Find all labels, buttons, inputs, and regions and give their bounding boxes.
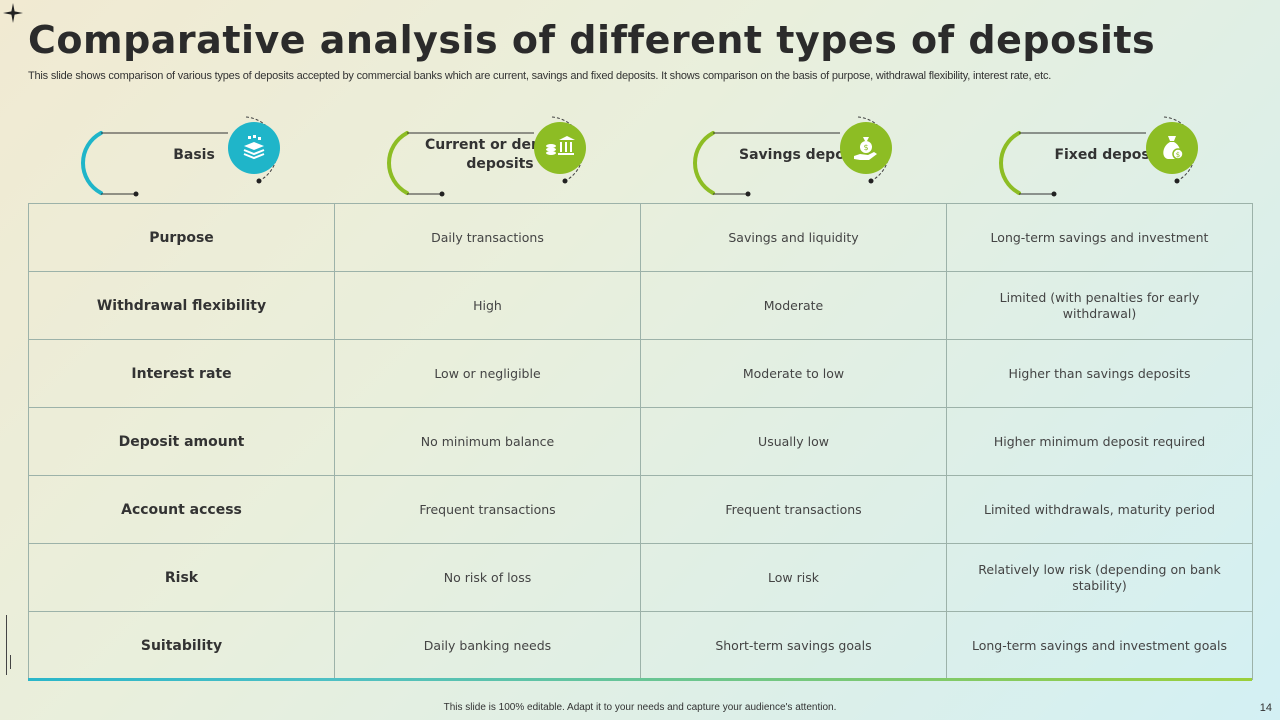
bank-coins-icon [534, 122, 586, 174]
table-cell: Long-term savings and investment [946, 203, 1253, 272]
svg-text:$: $ [863, 143, 868, 152]
money-bag-icon: $ [1146, 122, 1198, 174]
header-label: Fixed deposits [1054, 146, 1170, 163]
table-cell: High [334, 271, 641, 340]
table-cell: No minimum balance [334, 407, 641, 476]
row-header: Deposit amount [28, 407, 335, 476]
hand-money-bag-icon: $ [840, 122, 892, 174]
comparison-table: Purpose Daily transactions Savings and l… [28, 203, 1253, 680]
header-label: Basis [173, 146, 215, 163]
table-cell: Frequent transactions [334, 475, 641, 544]
table-cell: Limited withdrawals, maturity period [946, 475, 1253, 544]
table-row: Deposit amount No minimum balance Usuall… [28, 407, 1253, 476]
table-cell: Daily transactions [334, 203, 641, 272]
table-row: Interest rate Low or negligible Moderate… [28, 339, 1253, 408]
header-ornament [999, 116, 1196, 197]
table-cell: Higher minimum deposit required [946, 407, 1253, 476]
table-cell: Daily banking needs [334, 611, 641, 680]
table-row: Account access Frequent transactions Fre… [28, 475, 1253, 544]
table-cell: Long-term savings and investment goals [946, 611, 1253, 680]
table-row: Risk No risk of loss Low risk Relatively… [28, 543, 1253, 612]
table-row: Purpose Daily transactions Savings and l… [28, 203, 1253, 272]
table-cell: Higher than savings deposits [946, 339, 1253, 408]
table-cell: Savings and liquidity [640, 203, 947, 272]
column-header-basis: Basis [64, 108, 364, 200]
decorative-rule [10, 655, 11, 669]
row-header: Account access [28, 475, 335, 544]
table-cell: Low risk [640, 543, 947, 612]
page-subtitle: This slide shows comparison of various t… [28, 70, 1052, 82]
footer-note: This slide is 100% editable. Adapt it to… [443, 702, 837, 713]
table-cell: Low or negligible [334, 339, 641, 408]
column-header-savings: Savings deposits $ [676, 108, 976, 200]
table-cell: Limited (with penalties for early withdr… [946, 271, 1253, 340]
header-ornament [81, 116, 278, 197]
header-ornament [693, 116, 890, 197]
column-header-fixed: Fixed deposits $ [982, 108, 1280, 200]
table-cell: Usually low [640, 407, 947, 476]
decorative-rule [6, 615, 7, 675]
table-cell: Moderate to low [640, 339, 947, 408]
row-header: Purpose [28, 203, 335, 272]
table-cell: Moderate [640, 271, 947, 340]
table-cell: Frequent transactions [640, 475, 947, 544]
table-row: Suitability Daily banking needs Short-te… [28, 611, 1253, 680]
stack-layers-icon [228, 122, 280, 174]
column-header-current: Current or demand deposits [370, 108, 670, 200]
page-number: 14 [1259, 702, 1272, 714]
table-accent-line [28, 678, 1252, 681]
table-row: Withdrawal flexibility High Moderate Lim… [28, 271, 1253, 340]
row-header: Interest rate [28, 339, 335, 408]
page-title: Comparative analysis of different types … [28, 18, 1156, 62]
sparkle-icon [3, 3, 23, 23]
row-header: Withdrawal flexibility [28, 271, 335, 340]
row-header: Risk [28, 543, 335, 612]
table-cell: Short-term savings goals [640, 611, 947, 680]
header-label: Savings deposits [739, 146, 873, 163]
svg-text:$: $ [1176, 151, 1180, 159]
table-cell: No risk of loss [334, 543, 641, 612]
row-header: Suitability [28, 611, 335, 680]
header-ornament [387, 116, 584, 197]
table-cell: Relatively low risk (depending on bank s… [946, 543, 1253, 612]
